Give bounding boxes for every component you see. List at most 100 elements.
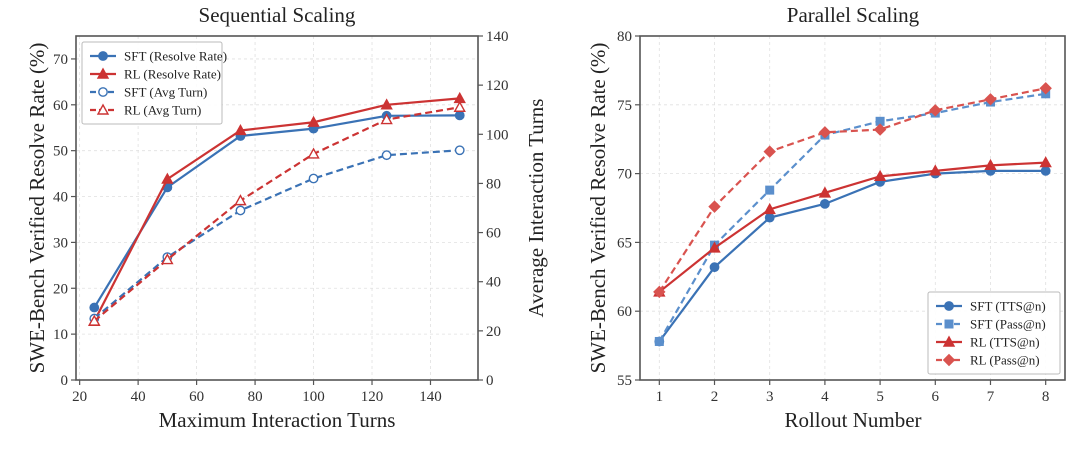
y-tick-label: 60: [617, 304, 632, 320]
legend-marker: [942, 335, 956, 347]
legend-marker: [96, 67, 110, 79]
y-right-tick-label: 0: [486, 373, 494, 389]
data-point: [1039, 82, 1052, 95]
y-tick-label: 55: [617, 373, 632, 389]
legend-label: SFT (Pass@n): [970, 317, 1046, 332]
data-point: [89, 302, 100, 313]
y-right-tick-label: 140: [486, 29, 509, 45]
series-sft-avg-turn: [89, 145, 465, 324]
x-tick-label: 5: [876, 389, 884, 405]
data-point: [454, 110, 465, 121]
legend-marker: [98, 87, 108, 97]
series-rl-avg-turn: [88, 100, 466, 326]
x-tick-label: 8: [1042, 389, 1050, 405]
series-rl-pass-n: [653, 82, 1052, 299]
legend-entry-rl-avg-turn: RL (Avg Turn): [90, 103, 201, 118]
y-tick-label: 30: [53, 235, 68, 251]
legend-label: SFT (Avg Turn): [124, 85, 207, 100]
y-tick-label: 60: [53, 98, 68, 114]
data-point: [161, 253, 174, 265]
y-axis-label-right: Average Interaction Turns: [524, 99, 548, 318]
data-point: [765, 185, 775, 195]
data-point: [234, 194, 247, 206]
parallel-scaling-chart: 1 2 3 4 5 6 7 8 55 60 65 70 75 80 Parallel Scaling Ro…: [586, 3, 1066, 432]
data-point: [453, 100, 466, 112]
y-right-tick-label: 120: [486, 78, 509, 94]
legend-label: SFT (Resolve Rate): [124, 49, 227, 64]
series-line: [93, 114, 460, 309]
plot-frame: [75, 35, 479, 381]
x-tick-label: 1: [656, 389, 664, 405]
x-axis-label: Maximum Interaction Turns: [159, 408, 396, 432]
x-tick-label: 100: [302, 389, 325, 405]
legend-marker: [96, 103, 110, 115]
legend-label: RL (Pass@n): [970, 353, 1040, 368]
data-point: [454, 145, 465, 156]
y-right-tick-label: 80: [486, 176, 501, 192]
x-tick-label: 3: [766, 389, 774, 405]
data-point: [381, 150, 392, 161]
data-point: [380, 98, 393, 110]
x-axis-label: Rollout Number: [784, 408, 921, 432]
y-right-tick-label: 100: [486, 127, 509, 143]
ticks: 20 40 60 80 100 120 14001020304050607002040608…: [53, 29, 509, 405]
data-point: [654, 336, 664, 346]
data-point: [873, 169, 887, 182]
data-point: [820, 198, 830, 209]
x-tick-label: 140: [419, 389, 442, 405]
x-tick-label: 7: [987, 389, 995, 405]
data-point: [307, 147, 320, 159]
data-point: [307, 115, 320, 127]
data-point: [708, 200, 721, 213]
data-point: [709, 262, 720, 273]
y-tick-label: 80: [617, 29, 632, 45]
series-rl-tts-n: [653, 156, 1052, 297]
legend-label: RL (Resolve Rate): [124, 67, 221, 82]
data-point: [984, 158, 997, 171]
legend-marker: [98, 51, 108, 61]
y-right-tick-label: 60: [486, 226, 501, 242]
x-tick-label: 40: [131, 389, 146, 405]
data-point: [308, 173, 319, 184]
series-sft-resolve-rate: [89, 110, 465, 313]
legend-marker: [944, 319, 954, 329]
legend-marker: [942, 353, 956, 367]
y-axis-label: SWE-Bench Verified Resolve Rate (%): [25, 43, 49, 374]
legend-label: RL (Avg Turn): [124, 103, 201, 118]
y-tick-label: 50: [53, 144, 68, 160]
x-tick-label: 80: [248, 389, 263, 405]
y-axis-label: SWE-Bench Verified Resolve Rate (%): [586, 43, 610, 374]
y-tick-label: 70: [53, 52, 68, 68]
series-line: [93, 97, 460, 322]
plot-frame: [639, 35, 1066, 381]
legend-entry-rl-tts-n: RL (TTS@n): [936, 335, 1040, 350]
x-tick-label: 60: [189, 389, 204, 405]
data-point: [873, 123, 887, 136]
legend-box: [81, 41, 223, 125]
data-point: [818, 126, 832, 139]
data-point: [984, 93, 997, 106]
legend-label: SFT (TTS@n): [970, 299, 1046, 314]
data-point: [88, 314, 101, 326]
legend-marker: [944, 301, 954, 311]
data-point: [234, 124, 247, 136]
y-tick-label: 0: [61, 373, 69, 389]
x-tick-label: 6: [932, 389, 940, 405]
series-line: [658, 87, 1046, 293]
data-point: [161, 172, 174, 184]
legend-entry-sft-pass-n: SFT (Pass@n): [936, 317, 1046, 332]
data-point: [653, 285, 666, 299]
data-point: [818, 186, 832, 198]
x-tick-label: 2: [711, 389, 719, 405]
data-point: [763, 145, 776, 158]
data-point: [380, 113, 393, 125]
series-line: [658, 169, 1046, 343]
x-tick-label: 20: [72, 389, 87, 405]
sequential-scaling-chart: 20 40 60 80 100 120 14001020304050607002040608…: [25, 3, 548, 432]
data-point: [708, 241, 721, 253]
data-point: [929, 164, 942, 176]
data-point: [235, 205, 246, 216]
series-layer: [88, 91, 466, 326]
data-point: [763, 202, 776, 215]
